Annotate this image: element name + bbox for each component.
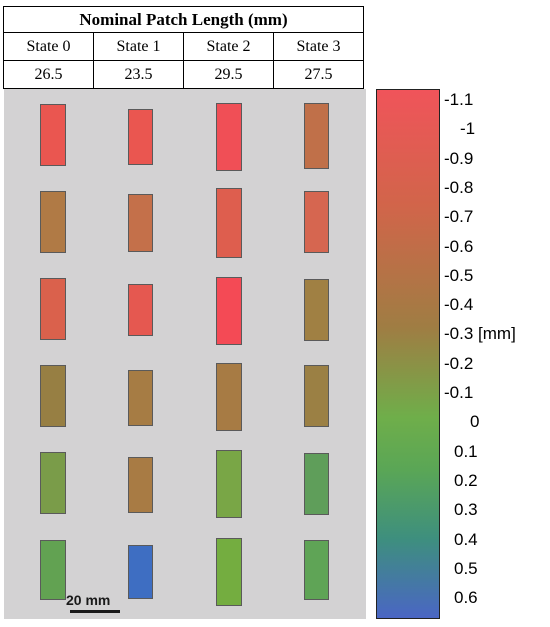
patch-state-3-row-2 <box>304 191 329 253</box>
colorbar-tick-label: -0.2 <box>444 353 474 373</box>
state-1-header: State 1 <box>93 32 184 61</box>
colorbar-tick-label: -0.4 <box>444 295 474 315</box>
colorbar-tick-label: 0.4 <box>454 529 478 549</box>
colorbar-tick-label: -0.3 [mm] <box>444 324 516 344</box>
colorbar-tick-label: 0.6 <box>454 588 478 608</box>
state-header-row: State 0 State 1 State 2 State 3 <box>3 32 364 61</box>
colorbar-tick-label: -0.6 <box>444 236 474 256</box>
patch-state-3-row-5 <box>304 453 329 515</box>
patch-state-0-row-5 <box>40 452 66 514</box>
scale-bar <box>70 610 120 613</box>
patch-state-1-row-3 <box>128 284 153 336</box>
patch-state-2-row-5 <box>216 450 242 518</box>
length-row: 26.5 23.5 29.5 27.5 <box>3 60 364 89</box>
state-3-header: State 3 <box>273 32 364 61</box>
colorbar-tick-label: -0.7 <box>444 207 474 227</box>
patch-state-1-row-4 <box>128 370 153 426</box>
patch-state-0-row-3 <box>40 278 66 340</box>
patch-state-2-row-1 <box>216 103 242 171</box>
colorbar-tick-label: -0.9 <box>444 148 474 168</box>
state-3-length: 27.5 <box>273 60 364 89</box>
patch-state-3-row-1 <box>304 103 329 169</box>
colorbar-tick-label: -0.1 <box>444 383 474 402</box>
patch-state-0-row-6 <box>40 540 66 600</box>
patch-state-2-row-4 <box>216 363 242 431</box>
patch-state-2-row-3 <box>216 277 242 345</box>
patch-panel <box>4 89 366 619</box>
colorbar-tick-label: -0.5 <box>444 265 474 285</box>
colorbar-tick-label: 0.1 <box>454 441 478 461</box>
colorbar-tick-label: -0.8 <box>444 177 474 197</box>
patch-length-table: Nominal Patch Length (mm) State 0 State … <box>3 6 364 89</box>
patch-state-3-row-4 <box>304 365 329 427</box>
colorbar <box>376 89 440 619</box>
patch-state-2-row-6 <box>216 538 242 606</box>
patch-state-1-row-6 <box>128 545 153 599</box>
patch-state-0-row-1 <box>40 104 66 166</box>
patch-state-0-row-4 <box>40 365 66 427</box>
state-0-header: State 0 <box>3 32 94 61</box>
colorbar-tick-label: 0 <box>470 412 480 432</box>
colorbar-tick-label: -1.1 <box>444 90 474 109</box>
colorbar-tick-label: 0.5 <box>454 558 478 578</box>
patch-state-0-row-2 <box>40 191 66 253</box>
colorbar-tick-label: 0.3 <box>454 500 478 520</box>
state-0-length: 26.5 <box>3 60 94 89</box>
state-1-length: 23.5 <box>93 60 184 89</box>
patch-state-3-row-6 <box>304 540 329 600</box>
state-2-header: State 2 <box>183 32 274 61</box>
colorbar-unit: [mm] <box>473 324 516 344</box>
patch-state-1-row-5 <box>128 457 153 513</box>
patch-state-1-row-2 <box>128 194 153 252</box>
colorbar-tick-label: -1 <box>460 119 476 139</box>
colorbar-tick-label: 0.2 <box>454 470 478 490</box>
table-title: Nominal Patch Length (mm) <box>3 6 364 33</box>
scale-bar-label: 20 mm <box>66 592 111 608</box>
patch-state-3-row-3 <box>304 279 329 341</box>
state-2-length: 29.5 <box>183 60 274 89</box>
patch-state-1-row-1 <box>128 109 153 165</box>
patch-state-2-row-2 <box>216 188 242 258</box>
